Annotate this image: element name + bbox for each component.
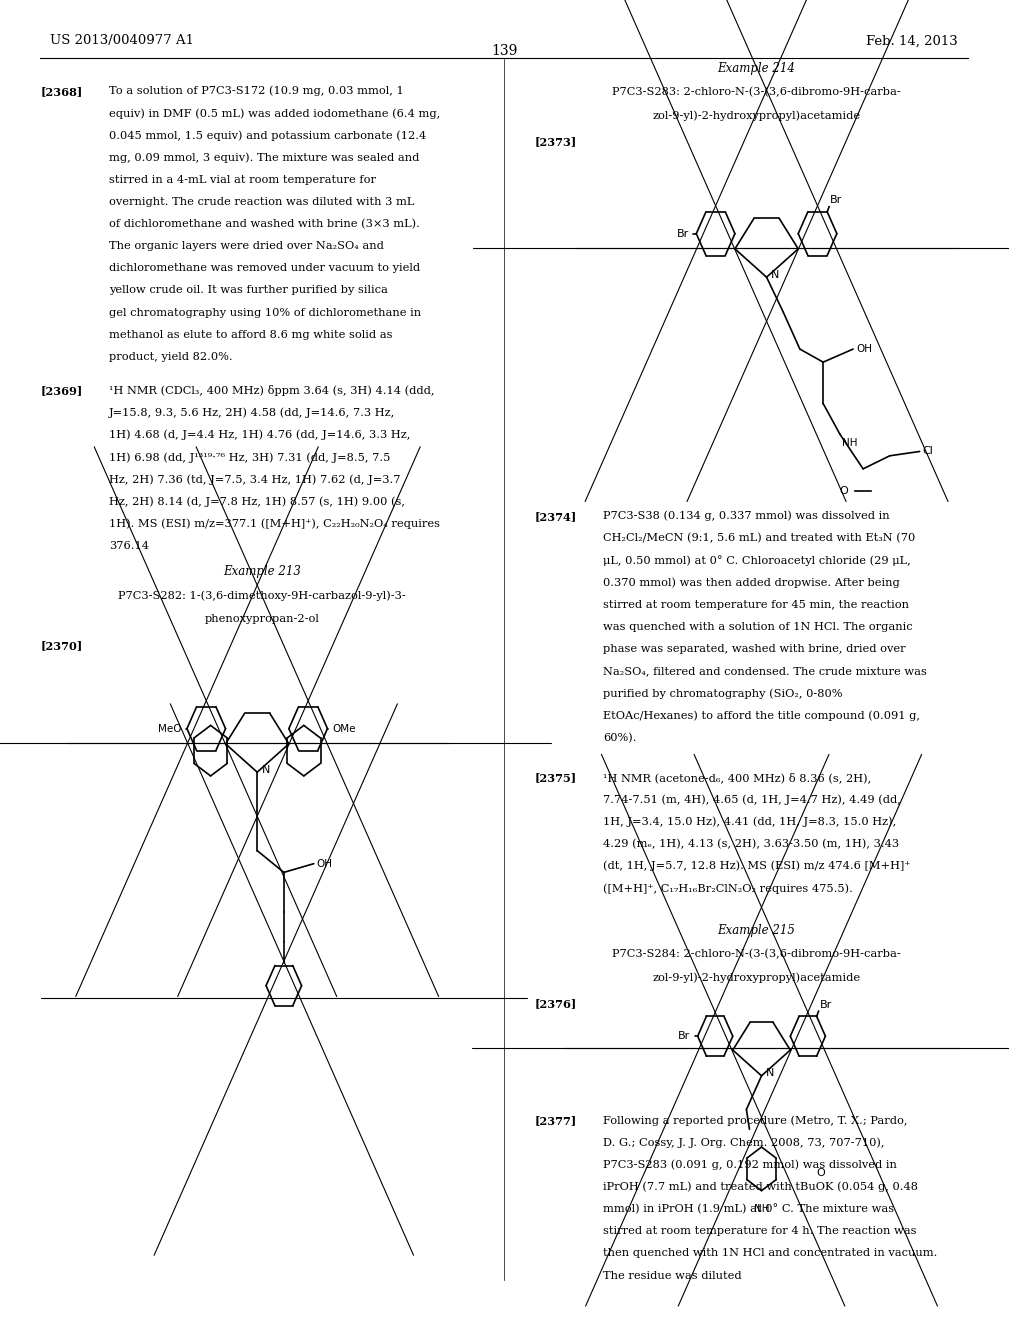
Text: NH: NH [842, 438, 857, 447]
Text: phase was separated, washed with brine, dried over: phase was separated, washed with brine, … [603, 644, 906, 653]
Text: stirred at room temperature for 4 h. The reaction was: stirred at room temperature for 4 h. The… [603, 1226, 916, 1237]
Text: CH₂Cl₂/MeCN (9:1, 5.6 mL) and treated with Et₃N (70: CH₂Cl₂/MeCN (9:1, 5.6 mL) and treated wi… [603, 533, 915, 544]
Text: [2373]: [2373] [535, 136, 577, 147]
Text: 0.370 mmol) was then added dropwise. After being: 0.370 mmol) was then added dropwise. Aft… [603, 577, 900, 587]
Text: To a solution of P7C3-S172 (10.9 mg, 0.03 mmol, 1: To a solution of P7C3-S172 (10.9 mg, 0.0… [109, 86, 403, 96]
Text: [2377]: [2377] [535, 1115, 577, 1126]
Text: O: O [816, 1168, 824, 1177]
Text: 4.29 (mₑ, 1H), 4.13 (s, 2H), 3.63-3.50 (m, 1H), 3.43: 4.29 (mₑ, 1H), 4.13 (s, 2H), 3.63-3.50 (… [603, 838, 899, 849]
Text: product, yield 82.0%.: product, yield 82.0%. [109, 352, 232, 362]
Text: J=15.8, 9.3, 5.6 Hz, 2H) 4.58 (dd, J=14.6, 7.3 Hz,: J=15.8, 9.3, 5.6 Hz, 2H) 4.58 (dd, J=14.… [109, 408, 395, 418]
Text: was quenched with a solution of 1N HCl. The organic: was quenched with a solution of 1N HCl. … [603, 622, 912, 632]
Text: ¹H NMR (CDCl₃, 400 MHz) δppm 3.64 (s, 3H) 4.14 (ddd,: ¹H NMR (CDCl₃, 400 MHz) δppm 3.64 (s, 3H… [109, 385, 434, 396]
Text: ([M+H]⁺, C₁₇H₁₆Br₂ClN₂O₂ requires 475.5).: ([M+H]⁺, C₁₇H₁₆Br₂ClN₂O₂ requires 475.5)… [603, 883, 853, 894]
Text: P7C3-S284: 2-chloro-N-(3-(3,6-dibromo-9H-carba-: P7C3-S284: 2-chloro-N-(3-(3,6-dibromo-9H… [612, 949, 901, 960]
Text: MeO: MeO [159, 723, 182, 734]
Text: N: N [771, 269, 779, 280]
Text: US 2013/0040977 A1: US 2013/0040977 A1 [50, 34, 195, 48]
Text: 1H, J=3.4, 15.0 Hz), 4.41 (dd, 1H, J=8.3, 15.0 Hz),: 1H, J=3.4, 15.0 Hz), 4.41 (dd, 1H, J=8.3… [603, 817, 896, 828]
Text: N: N [262, 764, 270, 775]
Text: Br: Br [830, 195, 843, 205]
Text: Cl: Cl [923, 446, 934, 457]
Text: zol-9-yl)-2-hydroxypropyl)acetamide: zol-9-yl)-2-hydroxypropyl)acetamide [652, 973, 860, 983]
Text: dichloromethane was removed under vacuum to yield: dichloromethane was removed under vacuum… [109, 263, 420, 273]
Text: Example 215: Example 215 [718, 924, 796, 937]
Text: 60%).: 60%). [603, 733, 637, 743]
Text: P7C3-S38 (0.134 g, 0.337 mmol) was dissolved in: P7C3-S38 (0.134 g, 0.337 mmol) was disso… [603, 511, 890, 521]
Text: zol-9-yl)-2-hydroxypropyl)acetamide: zol-9-yl)-2-hydroxypropyl)acetamide [652, 111, 860, 121]
Text: iPrOH (7.7 mL) and treated with tBuOK (0.054 g, 0.48: iPrOH (7.7 mL) and treated with tBuOK (0… [603, 1181, 919, 1192]
Text: Br: Br [819, 999, 831, 1010]
Text: mmol) in iPrOH (1.9 mL) at 0° C. The mixture was: mmol) in iPrOH (1.9 mL) at 0° C. The mix… [603, 1204, 894, 1214]
Text: The residue was diluted: The residue was diluted [603, 1271, 741, 1280]
Text: 7.74-7.51 (m, 4H), 4.65 (d, 1H, J=4.7 Hz), 4.49 (dd,: 7.74-7.51 (m, 4H), 4.65 (d, 1H, J=4.7 Hz… [603, 795, 901, 805]
Text: P7C3-S283 (0.091 g, 0.192 mmol) was dissolved in: P7C3-S283 (0.091 g, 0.192 mmol) was diss… [603, 1160, 897, 1171]
Text: O: O [840, 486, 848, 495]
Text: mg, 0.09 mmol, 3 equiv). The mixture was sealed and: mg, 0.09 mmol, 3 equiv). The mixture was… [109, 152, 419, 162]
Text: Hz, 2H) 7.36 (td, J=7.5, 3.4 Hz, 1H) 7.62 (d, J=3.7: Hz, 2H) 7.36 (td, J=7.5, 3.4 Hz, 1H) 7.6… [109, 474, 400, 484]
Text: stirred in a 4-mL vial at room temperature for: stirred in a 4-mL vial at room temperatu… [109, 174, 376, 185]
Text: [2368]: [2368] [40, 86, 83, 96]
Text: OH: OH [856, 345, 872, 354]
Text: 1H) 4.68 (d, J=4.4 Hz, 1H) 4.76 (dd, J=14.6, 3.3 Hz,: 1H) 4.68 (d, J=4.4 Hz, 1H) 4.76 (dd, J=1… [109, 430, 411, 441]
Text: Hz, 2H) 8.14 (d, J=7.8 Hz, 1H) 8.57 (s, 1H) 9.00 (s,: Hz, 2H) 8.14 (d, J=7.8 Hz, 1H) 8.57 (s, … [109, 496, 404, 507]
Text: 0.045 mmol, 1.5 equiv) and potassium carbonate (12.4: 0.045 mmol, 1.5 equiv) and potassium car… [109, 131, 426, 141]
Text: purified by chromatography (SiO₂, 0-80%: purified by chromatography (SiO₂, 0-80% [603, 688, 843, 698]
Text: 1H) 6.98 (dd, J¹³¹⁹·⁷⁶ Hz, 3H) 7.31 (dd, J=8.5, 7.5: 1H) 6.98 (dd, J¹³¹⁹·⁷⁶ Hz, 3H) 7.31 (dd,… [109, 451, 390, 462]
Text: ¹H NMR (acetone-d₆, 400 MHz) δ 8.36 (s, 2H),: ¹H NMR (acetone-d₆, 400 MHz) δ 8.36 (s, … [603, 772, 871, 783]
Text: phenoxypropan-2-ol: phenoxypropan-2-ol [205, 614, 319, 624]
Text: 376.14: 376.14 [109, 541, 148, 550]
Text: [2376]: [2376] [535, 998, 577, 1008]
Text: [2369]: [2369] [40, 385, 83, 396]
Text: Br: Br [678, 1031, 690, 1041]
Text: Following a reported procedure (Metro, T. X.; Pardo,: Following a reported procedure (Metro, T… [603, 1115, 907, 1126]
Text: 139: 139 [492, 44, 517, 58]
Text: Example 214: Example 214 [718, 62, 796, 75]
Text: Example 213: Example 213 [223, 565, 301, 578]
Text: OMe: OMe [333, 723, 356, 734]
Text: NH: NH [754, 1204, 769, 1214]
Text: [2375]: [2375] [535, 772, 577, 783]
Text: N: N [766, 1068, 774, 1078]
Text: EtOAc/Hexanes) to afford the title compound (0.091 g,: EtOAc/Hexanes) to afford the title compo… [603, 710, 921, 721]
Text: Na₂SO₄, filtered and condensed. The crude mixture was: Na₂SO₄, filtered and condensed. The crud… [603, 667, 927, 676]
Text: methanol as elute to afford 8.6 mg white solid as: methanol as elute to afford 8.6 mg white… [109, 330, 392, 339]
Text: gel chromatography using 10% of dichloromethane in: gel chromatography using 10% of dichloro… [109, 308, 421, 318]
Text: The organic layers were dried over Na₂SO₄ and: The organic layers were dried over Na₂SO… [109, 242, 384, 251]
Text: Br: Br [677, 228, 689, 239]
Text: of dichloromethane and washed with brine (3×3 mL).: of dichloromethane and washed with brine… [109, 219, 420, 230]
Text: P7C3-S282: 1-(3,6-dimethoxy-9H-carbazol-9-yl)-3-: P7C3-S282: 1-(3,6-dimethoxy-9H-carbazol-… [119, 590, 407, 601]
Text: D. G.; Cossy, J. J. Org. Chem. 2008, 73, 707-710),: D. G.; Cossy, J. J. Org. Chem. 2008, 73,… [603, 1138, 885, 1148]
Text: then quenched with 1N HCl and concentrated in vacuum.: then quenched with 1N HCl and concentrat… [603, 1249, 938, 1258]
Text: overnight. The crude reaction was diluted with 3 mL: overnight. The crude reaction was dilute… [109, 197, 415, 207]
Text: P7C3-S283: 2-chloro-N-(3-(3,6-dibromo-9H-carba-: P7C3-S283: 2-chloro-N-(3-(3,6-dibromo-9H… [612, 87, 901, 98]
Text: equiv) in DMF (0.5 mL) was added iodomethane (6.4 mg,: equiv) in DMF (0.5 mL) was added iodomet… [109, 108, 440, 119]
Text: yellow crude oil. It was further purified by silica: yellow crude oil. It was further purifie… [109, 285, 388, 296]
Text: (dt, 1H, J=5.7, 12.8 Hz). MS (ESI) m/z 474.6 [M+H]⁺: (dt, 1H, J=5.7, 12.8 Hz). MS (ESI) m/z 4… [603, 861, 910, 871]
Text: [2374]: [2374] [535, 511, 577, 521]
Text: 1H). MS (ESI) m/z=377.1 ([M+H]⁺), C₂₂H₂₀N₂O₄ requires: 1H). MS (ESI) m/z=377.1 ([M+H]⁺), C₂₂H₂₀… [109, 519, 440, 529]
Text: Feb. 14, 2013: Feb. 14, 2013 [866, 34, 958, 48]
Text: μL, 0.50 mmol) at 0° C. Chloroacetyl chloride (29 μL,: μL, 0.50 mmol) at 0° C. Chloroacetyl chl… [603, 556, 911, 566]
Text: [2370]: [2370] [40, 640, 83, 651]
Text: stirred at room temperature for 45 min, the reaction: stirred at room temperature for 45 min, … [603, 599, 909, 610]
Text: OH: OH [316, 859, 333, 869]
